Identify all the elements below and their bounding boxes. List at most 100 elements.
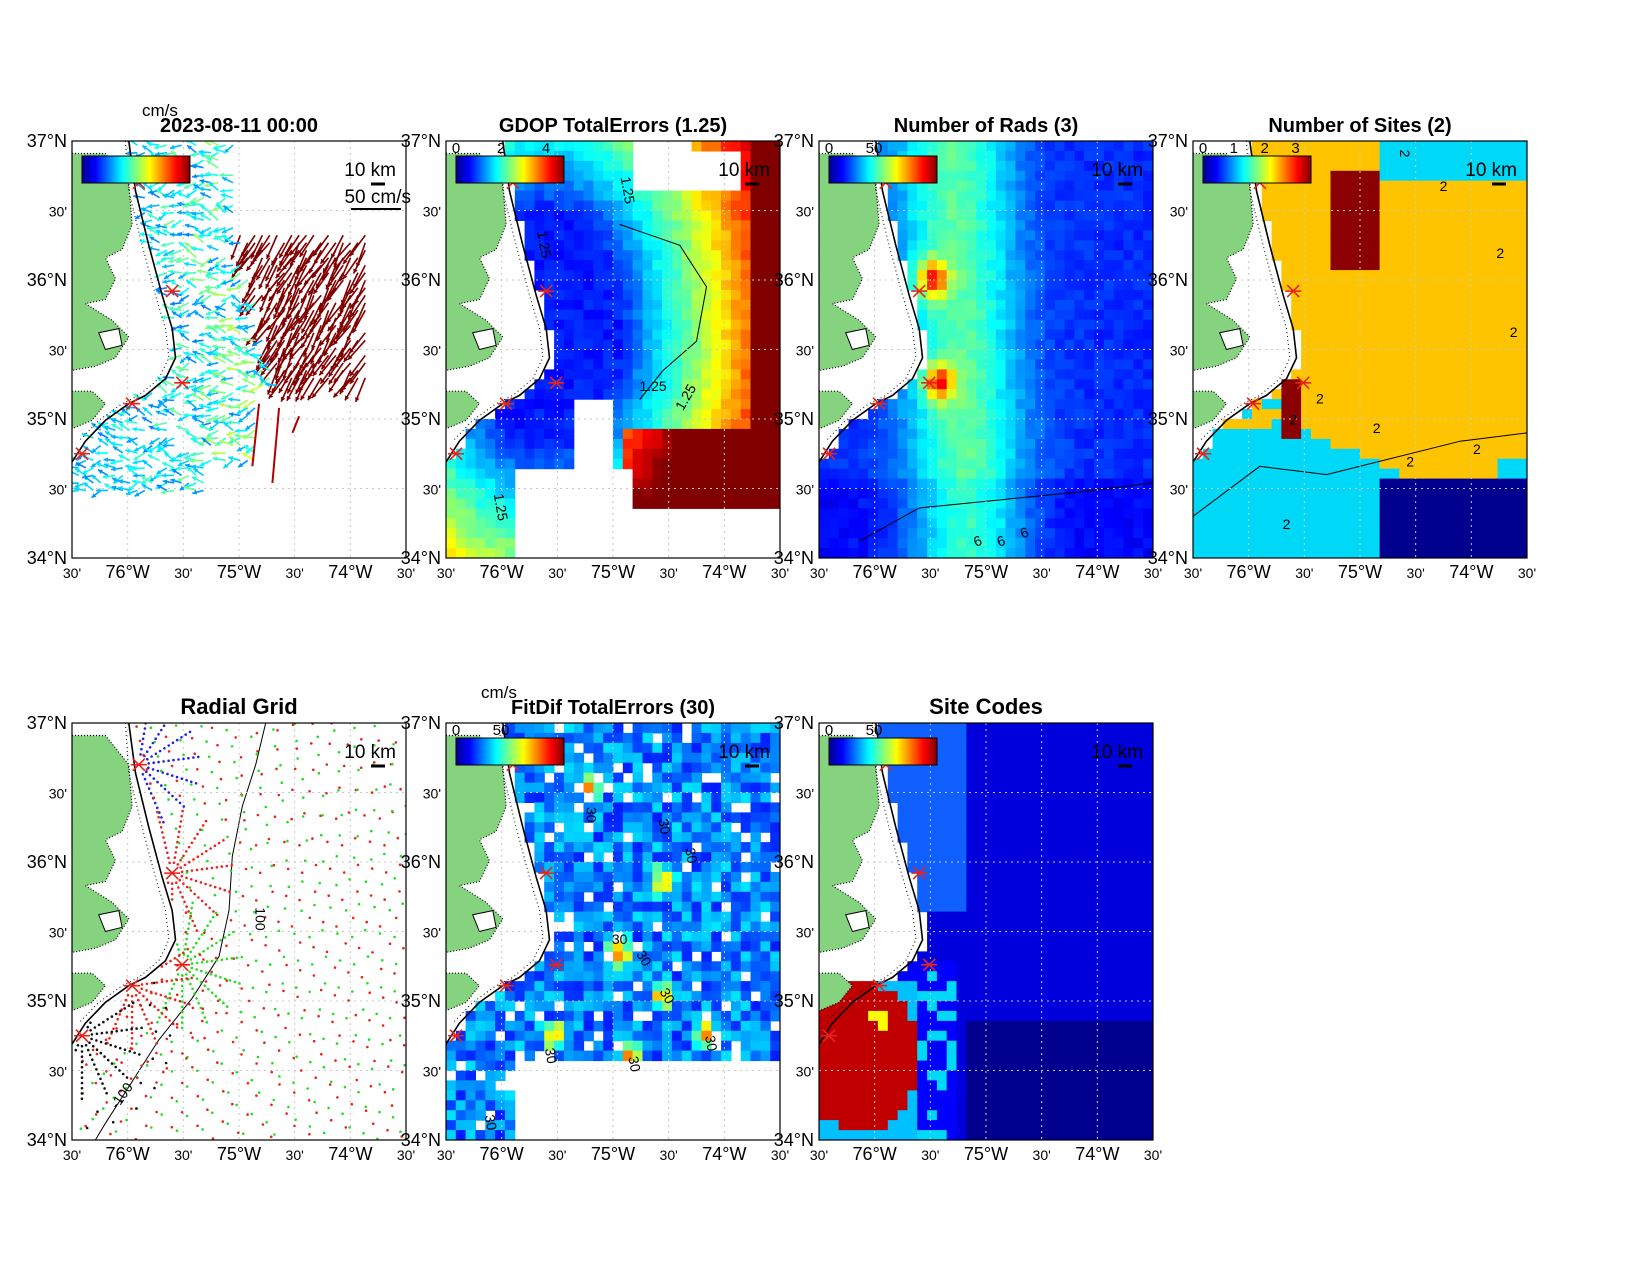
grid-cell xyxy=(514,210,526,221)
grid-cell xyxy=(593,379,604,390)
current-vector-head xyxy=(83,482,89,488)
grid-cell xyxy=(1418,468,1430,480)
current-vector-head xyxy=(214,235,220,240)
grid-cell xyxy=(563,409,575,420)
grid-cell xyxy=(1084,468,1095,480)
grid-cell xyxy=(1477,170,1489,182)
grid-cell xyxy=(554,200,565,212)
grid-cell xyxy=(946,488,958,499)
grid-cell xyxy=(701,190,712,202)
grid-cell xyxy=(1035,538,1046,549)
current-vector-head xyxy=(242,404,248,409)
grid-cell xyxy=(1389,409,1400,420)
grid-cell xyxy=(711,448,722,460)
grid-cell xyxy=(1497,280,1508,291)
grid-cell xyxy=(1193,508,1204,519)
grid-cell xyxy=(681,220,693,231)
grid-cell xyxy=(819,468,830,480)
grid-cell xyxy=(936,428,948,440)
grid-cell xyxy=(1409,250,1420,261)
grid-cell xyxy=(1517,200,1527,212)
grid-cell xyxy=(740,379,752,390)
grid-cell xyxy=(1389,508,1400,519)
grid-cell xyxy=(1044,220,1056,231)
grid-cell xyxy=(917,309,928,321)
grid-cell xyxy=(475,508,486,519)
current-vector-head xyxy=(124,419,130,424)
current-vector-head xyxy=(198,233,203,239)
grid-cell xyxy=(858,468,869,480)
grid-cell xyxy=(544,409,555,420)
grid-cell xyxy=(1025,170,1036,182)
grid-cell xyxy=(1133,240,1144,251)
current-vector-head xyxy=(111,423,117,429)
current-vector-head xyxy=(218,353,224,358)
grid-cell xyxy=(1103,349,1115,360)
grid-cell xyxy=(838,518,849,529)
grid-cell xyxy=(632,220,643,231)
grid-cell xyxy=(1477,210,1489,221)
grid-cell xyxy=(1202,518,1214,529)
grid-cell xyxy=(927,250,938,261)
grid-cell xyxy=(514,190,526,202)
grid-cell xyxy=(681,280,693,291)
grid-cell xyxy=(1468,220,1479,231)
grid-cell xyxy=(593,160,604,172)
grid-cell xyxy=(1133,399,1144,410)
current-vector-head xyxy=(176,258,181,264)
grid-cell xyxy=(1301,339,1312,351)
grid-cell xyxy=(1507,528,1518,539)
current-vector xyxy=(72,482,79,485)
grid-cell xyxy=(622,339,634,351)
grid-cell xyxy=(1113,270,1125,281)
grid-cell xyxy=(1123,428,1134,440)
grid-cell xyxy=(730,329,742,341)
grid-cell xyxy=(1301,538,1312,549)
grid-cell xyxy=(1123,518,1134,529)
grid-cell xyxy=(1438,289,1449,301)
grid-cell xyxy=(1094,240,1105,251)
grid-cell xyxy=(740,280,752,291)
grid-cell xyxy=(1468,488,1479,499)
grid-cell xyxy=(1074,270,1085,281)
grid-cell xyxy=(1103,329,1115,341)
grid-cell xyxy=(1468,309,1479,321)
grid-cell xyxy=(622,458,634,470)
grid-cell xyxy=(465,538,476,549)
grid-cell xyxy=(1015,399,1026,410)
grid-cell xyxy=(465,478,476,490)
site-marker xyxy=(498,397,515,411)
grid-cell xyxy=(1409,409,1420,420)
grid-cell xyxy=(995,280,1007,291)
grid-cell xyxy=(917,260,928,271)
grid-cell xyxy=(986,379,997,390)
grid-cell xyxy=(1438,428,1449,440)
grid-cell xyxy=(1320,190,1332,202)
grid-cell xyxy=(770,270,780,281)
grid-cell xyxy=(1103,528,1115,539)
grid-cell xyxy=(927,419,938,430)
grid-cell xyxy=(740,299,752,311)
grid-cell xyxy=(1399,210,1410,221)
grid-cell xyxy=(1438,280,1449,291)
current-vector-head xyxy=(200,205,206,210)
grid-cell xyxy=(632,250,643,261)
grid-cell xyxy=(1133,329,1144,341)
grid-cell xyxy=(1399,260,1410,271)
grid-cell xyxy=(1389,419,1400,430)
grid-cell xyxy=(622,220,634,231)
grid-cell xyxy=(1133,280,1144,291)
grid-cell xyxy=(613,458,624,470)
grid-cell xyxy=(662,488,673,499)
grid-cell xyxy=(1330,329,1341,341)
grid-cell xyxy=(622,260,634,271)
grid-cell xyxy=(1448,150,1459,162)
grid-cell xyxy=(946,369,958,380)
land-polygon xyxy=(446,152,507,372)
grid-cell xyxy=(760,359,771,370)
grid-cell xyxy=(1448,468,1459,480)
grid-cell xyxy=(583,170,594,182)
grid-cell xyxy=(1301,240,1312,251)
current-vector-head xyxy=(133,455,139,460)
grid-cell xyxy=(1015,419,1026,430)
